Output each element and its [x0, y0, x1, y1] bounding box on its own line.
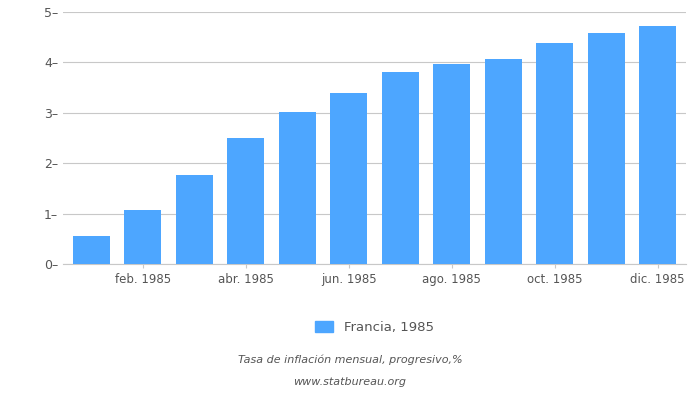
Text: Tasa de inflación mensual, progresivo,%: Tasa de inflación mensual, progresivo,% [238, 355, 462, 365]
Bar [639, 26, 676, 264]
Bar [73, 236, 110, 264]
Bar [433, 64, 470, 264]
Bar [382, 72, 419, 264]
Legend: Francia, 1985: Francia, 1985 [309, 316, 440, 340]
Bar [588, 33, 624, 264]
Bar [279, 112, 316, 264]
Bar [484, 59, 522, 264]
Bar [330, 93, 368, 264]
Bar [176, 175, 213, 264]
Bar [125, 210, 161, 264]
Bar [228, 138, 265, 264]
Bar [536, 43, 573, 264]
Text: www.statbureau.org: www.statbureau.org [293, 377, 407, 387]
